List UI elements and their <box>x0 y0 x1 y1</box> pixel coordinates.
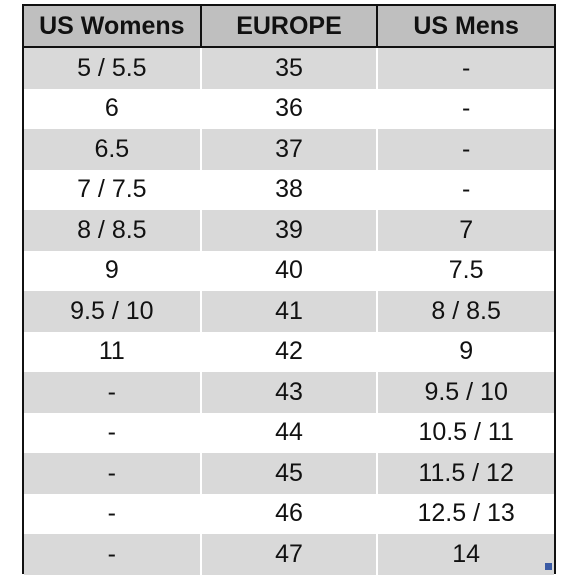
table-cell: 5 / 5.5 <box>24 47 201 89</box>
table-cell: - <box>376 88 554 129</box>
table-cell: 9 <box>376 331 554 372</box>
table-cell: 39 <box>199 210 378 251</box>
table-cell: - <box>24 534 201 575</box>
table-cell: 6 <box>104 94 119 123</box>
table-cell: 11 <box>98 337 125 366</box>
table-row: -43 9.5 / 10 <box>24 372 554 413</box>
table-cell: 37 <box>199 129 378 170</box>
table-cell: - <box>376 169 554 210</box>
size-table: US Womens EUROPE US Mens 5 / 5.5 35-6 36-6.5… <box>24 6 554 575</box>
table-cell: 11.5 / 12 <box>376 453 554 494</box>
table-row: 5 / 5.5 35- <box>24 47 554 89</box>
table-cell: 45 <box>199 453 378 494</box>
table-cell: 40 <box>199 250 378 291</box>
table-cell: 7 / 7.5 <box>77 175 147 204</box>
table-cell: 8 / 8.5 <box>376 291 554 332</box>
table-cell: 14 <box>376 534 554 575</box>
size-table-frame: US Womens EUROPE US Mens 5 / 5.5 35-6 36-6.5… <box>22 4 556 575</box>
table-cell: 12.5 / 13 <box>376 493 554 534</box>
table-row: - 46 12.5 / 13 <box>24 493 554 534</box>
table-cell: 8 / 8.5 <box>24 210 201 251</box>
table-row: - 44 10.5 / 11 <box>24 412 554 453</box>
selection-handle <box>545 563 552 570</box>
table-cell: 9.5 / 10 <box>24 291 201 332</box>
table-row: 8 / 8.5 39 7 <box>24 210 554 251</box>
table-row: 6.5 37- <box>24 129 554 170</box>
table-cell: 36 <box>199 88 378 129</box>
table-cell: - <box>24 453 201 494</box>
table-cell: 44 <box>199 412 378 453</box>
table-row: -47 14 <box>24 534 554 575</box>
table-body: 5 / 5.5 35-6 36-6.5 37-7 / 7.5 38-8 / 8.5 39 7… <box>24 47 554 575</box>
table-cell: 10.5 / 11 <box>376 412 554 453</box>
table-cell: 38 <box>199 169 378 210</box>
header-cell: US Mens <box>376 6 554 48</box>
table-cell: 9.5 / 10 <box>376 372 554 413</box>
table-row: 11 42 9 <box>24 331 554 372</box>
table-cell: - <box>376 47 554 89</box>
table-row: 6 36- <box>24 88 554 129</box>
table-cell: - <box>24 372 201 413</box>
table-cell: 42 <box>199 331 378 372</box>
header-cell: EUROPE <box>199 6 378 48</box>
table-cell: 6.5 <box>24 129 201 170</box>
table-cell: 9 <box>104 256 119 285</box>
table-row: 7 / 7.5 38- <box>24 169 554 210</box>
table-cell: 47 <box>199 534 378 575</box>
table-cell: - <box>107 418 116 447</box>
table-cell: - <box>107 499 116 528</box>
table-row: 9.5 / 10 41 8 / 8.5 <box>24 291 554 332</box>
table-cell: - <box>376 129 554 170</box>
table-cell: 41 <box>199 291 378 332</box>
table-cell: 35 <box>199 47 378 89</box>
table-cell: 46 <box>199 493 378 534</box>
table-row: 9 40 7.5 <box>24 250 554 291</box>
header-cell: US Womens <box>24 6 201 48</box>
table-cell: 7.5 <box>376 250 554 291</box>
table-cell: 43 <box>199 372 378 413</box>
header-row: US Womens EUROPE US Mens <box>24 6 554 48</box>
table-row: -45 11.5 / 12 <box>24 453 554 494</box>
table-cell: 7 <box>376 210 554 251</box>
